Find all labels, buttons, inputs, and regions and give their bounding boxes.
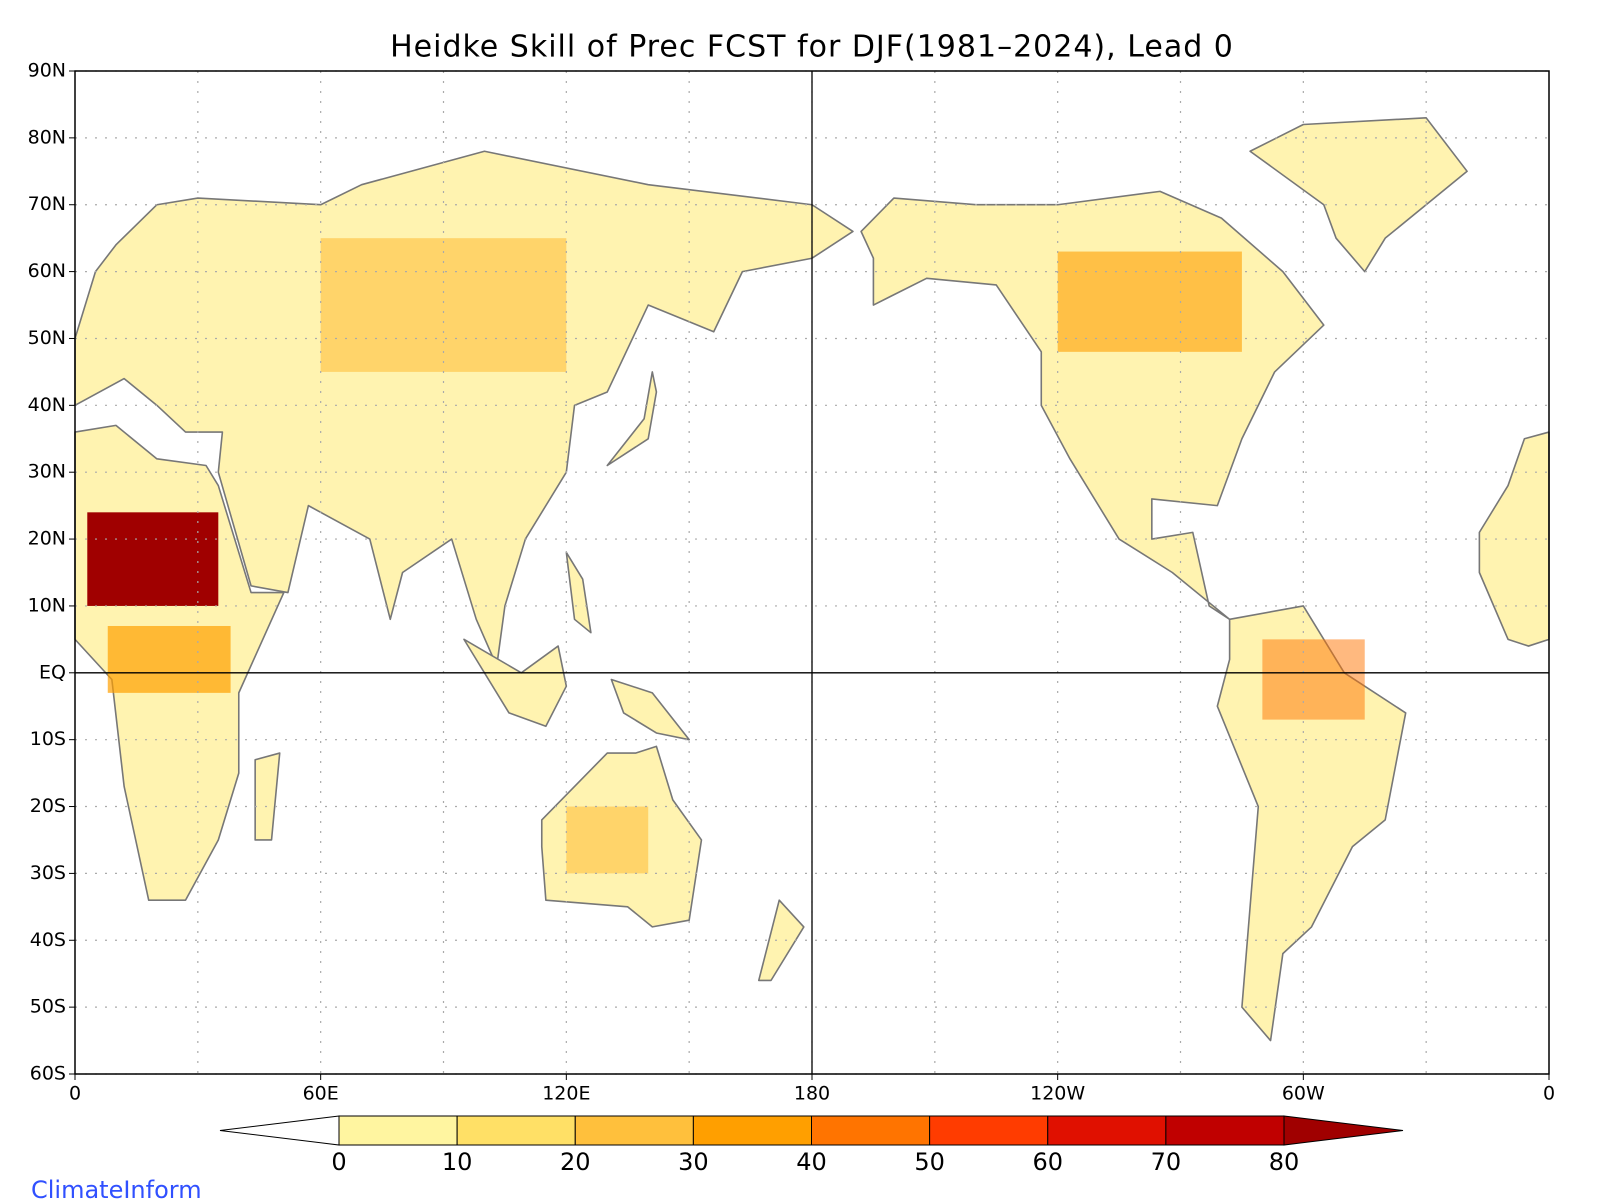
lat-tick-label: 30N [28, 461, 66, 483]
skill-patch [320, 238, 567, 372]
lat-tick-label: 90N [28, 60, 66, 82]
colorbar-label: 20 [560, 1148, 591, 1176]
lon-tick-label: 0 [69, 1083, 81, 1105]
colorbar-label: 70 [1151, 1148, 1182, 1176]
lon-tick-label: 180 [794, 1083, 830, 1105]
skill-patch [87, 512, 219, 606]
new-guinea [611, 679, 689, 739]
lat-tick-label: 30S [30, 862, 66, 884]
lat-tick-label: 50S [30, 996, 66, 1018]
title: Heidke Skill of Prec FCST for DJF(1981–2… [390, 30, 1234, 65]
colorbar-label: 0 [331, 1148, 346, 1176]
lat-tick-label: 50N [28, 327, 66, 349]
lat-tick-label: 80N [28, 126, 66, 148]
colorbar-box [1165, 1115, 1285, 1146]
indonesia [464, 639, 566, 726]
eurasia [75, 151, 853, 666]
lat-tick-label: EQ [39, 661, 66, 683]
colorbar-box [338, 1115, 458, 1146]
credit: ClimateInform [31, 1176, 202, 1200]
lat-tick-label: 40S [30, 929, 66, 951]
west-africa [1479, 432, 1549, 646]
philippines [566, 552, 591, 632]
lat-tick-label: 10N [28, 594, 66, 616]
colorbar-label: 10 [442, 1148, 473, 1176]
skill-patch [566, 806, 649, 874]
lon-tick-label: 60W [1282, 1083, 1325, 1105]
colorbar-label: 40 [796, 1148, 827, 1176]
new-zealand [759, 900, 804, 980]
japan [607, 372, 656, 466]
axes: 90N 80N 70N 60N 50N 40N 30N 20N 10N EQ 10S 20S 30S 40… [28, 60, 1555, 1105]
lat-tick-label: 20S [30, 795, 66, 817]
colorbar-box [929, 1115, 1049, 1146]
skill-patch [1262, 639, 1365, 720]
skill-patch [107, 625, 231, 693]
skill-patch [1057, 251, 1242, 352]
lat-tick-label: 10S [30, 728, 66, 750]
colorbar-box [811, 1115, 931, 1146]
colorbar-box [692, 1115, 812, 1146]
grid [75, 70, 1549, 1075]
lon-tick-label: 60E [303, 1083, 339, 1105]
lat-tick-label: 20N [28, 528, 66, 550]
greenland [1250, 118, 1467, 272]
lat-tick-label: 70N [28, 193, 66, 215]
colorbar: 0 10 20 30 40 50 60 70 80 [219, 1115, 1404, 1176]
colorbar-label: 60 [1032, 1148, 1063, 1176]
lon-tick-label: 120E [542, 1083, 590, 1105]
colorbar-box [456, 1115, 576, 1146]
lat-tick-label: 60N [28, 260, 66, 282]
lat-tick-label: 60S [30, 1063, 66, 1085]
colorbar-label: 50 [914, 1148, 945, 1176]
lon-tick-label: 0 [1543, 1083, 1555, 1105]
lat-tick-label: 40N [28, 394, 66, 416]
colorbar-over [1283, 1115, 1404, 1146]
colorbar-label: 30 [678, 1148, 709, 1176]
colorbar-box [574, 1115, 694, 1146]
colorbar-label: 80 [1269, 1148, 1300, 1176]
land-layer [75, 118, 1549, 1041]
lon-tick-label: 120W [1030, 1083, 1085, 1105]
madagascar [255, 753, 280, 840]
colorbar-under [219, 1115, 340, 1146]
colorbar-box [1047, 1115, 1167, 1146]
